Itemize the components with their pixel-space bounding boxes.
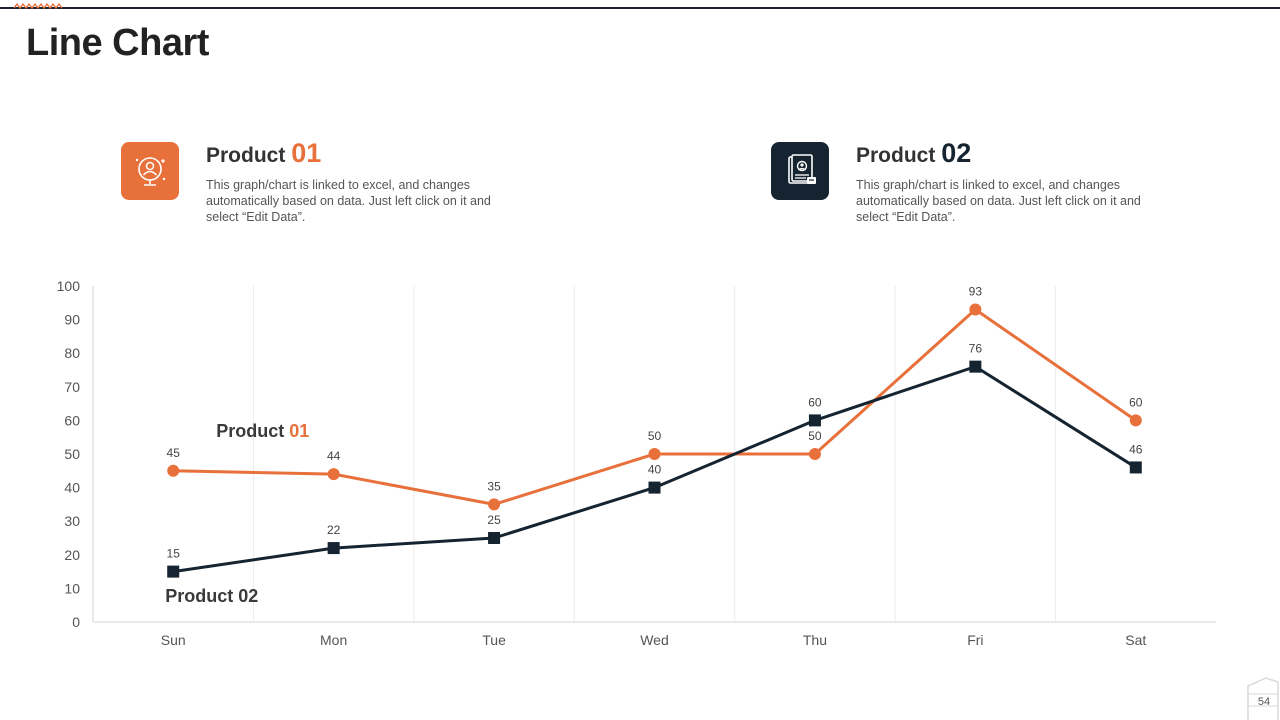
x-tick-label: Sun [161, 632, 186, 648]
data-label: 93 [969, 285, 983, 299]
y-tick-label: 90 [64, 312, 80, 328]
product-card-02: Product 02 This graph/chart is linked to… [771, 138, 1141, 238]
top-rule [0, 7, 1280, 9]
x-tick-label: Sat [1125, 632, 1146, 648]
y-tick-label: 30 [64, 513, 80, 529]
card-heading-01: Product 01 [206, 138, 321, 169]
card-description-01: This graph/chart is linked to excel, and… [206, 178, 491, 224]
data-point [969, 360, 982, 373]
data-point [167, 464, 180, 477]
profile-document-icon [771, 142, 829, 200]
data-label: 44 [327, 449, 341, 463]
x-tick-label: Mon [320, 632, 347, 648]
data-point [327, 542, 340, 555]
y-tick-label: 80 [64, 345, 80, 361]
data-label: 50 [808, 429, 822, 443]
series-name-label: Product 02 [165, 586, 258, 606]
data-point [1129, 414, 1142, 427]
presentation-user-icon [121, 142, 179, 200]
data-point [648, 481, 661, 494]
x-tick-label: Fri [967, 632, 983, 648]
data-label: 40 [648, 463, 662, 477]
data-label: 45 [167, 446, 181, 460]
card-heading-number: 02 [941, 138, 972, 168]
series-name-number: 01 [289, 421, 309, 441]
card-heading-label: Product [206, 144, 286, 167]
data-label: 15 [167, 547, 181, 561]
building-watermark-icon [1247, 677, 1279, 720]
data-label: 46 [1129, 442, 1143, 456]
data-point [808, 448, 821, 460]
y-tick-label: 100 [57, 278, 81, 294]
data-label: 50 [648, 429, 662, 443]
data-point [1129, 461, 1142, 474]
data-label: 25 [487, 513, 501, 527]
zigzag-decoration [14, 2, 62, 10]
data-point [327, 468, 340, 481]
data-label: 76 [969, 342, 983, 356]
data-label: 22 [327, 523, 341, 537]
y-tick-label: 0 [72, 614, 80, 630]
page-number: 54 [1257, 696, 1271, 708]
data-label: 35 [487, 479, 501, 493]
data-label: 60 [1129, 395, 1143, 409]
card-description-02: This graph/chart is linked to excel, and… [856, 178, 1141, 224]
x-tick-label: Thu [803, 632, 827, 648]
y-tick-label: 70 [64, 379, 80, 395]
x-tick-label: Wed [640, 632, 669, 648]
card-heading-number: 01 [291, 138, 322, 168]
y-tick-label: 20 [64, 547, 80, 563]
data-label: 60 [808, 395, 822, 409]
y-tick-label: 40 [64, 480, 80, 496]
data-point [167, 565, 180, 578]
y-tick-label: 10 [64, 580, 80, 596]
data-point [969, 303, 982, 316]
data-point [648, 448, 661, 460]
card-heading-02: Product 02 [856, 138, 971, 169]
data-point [488, 498, 501, 511]
y-tick-label: 60 [64, 412, 80, 428]
series-name-label: Product 01 [216, 421, 309, 441]
card-heading-label: Product [856, 144, 936, 167]
x-tick-label: Tue [482, 632, 506, 648]
data-point [808, 414, 821, 427]
y-tick-label: 50 [64, 446, 80, 462]
product-card-01: Product 01 This graph/chart is linked to… [121, 138, 491, 238]
page-title: Line Chart [26, 22, 209, 64]
data-point [488, 532, 501, 544]
series-name-number: 02 [238, 586, 258, 606]
